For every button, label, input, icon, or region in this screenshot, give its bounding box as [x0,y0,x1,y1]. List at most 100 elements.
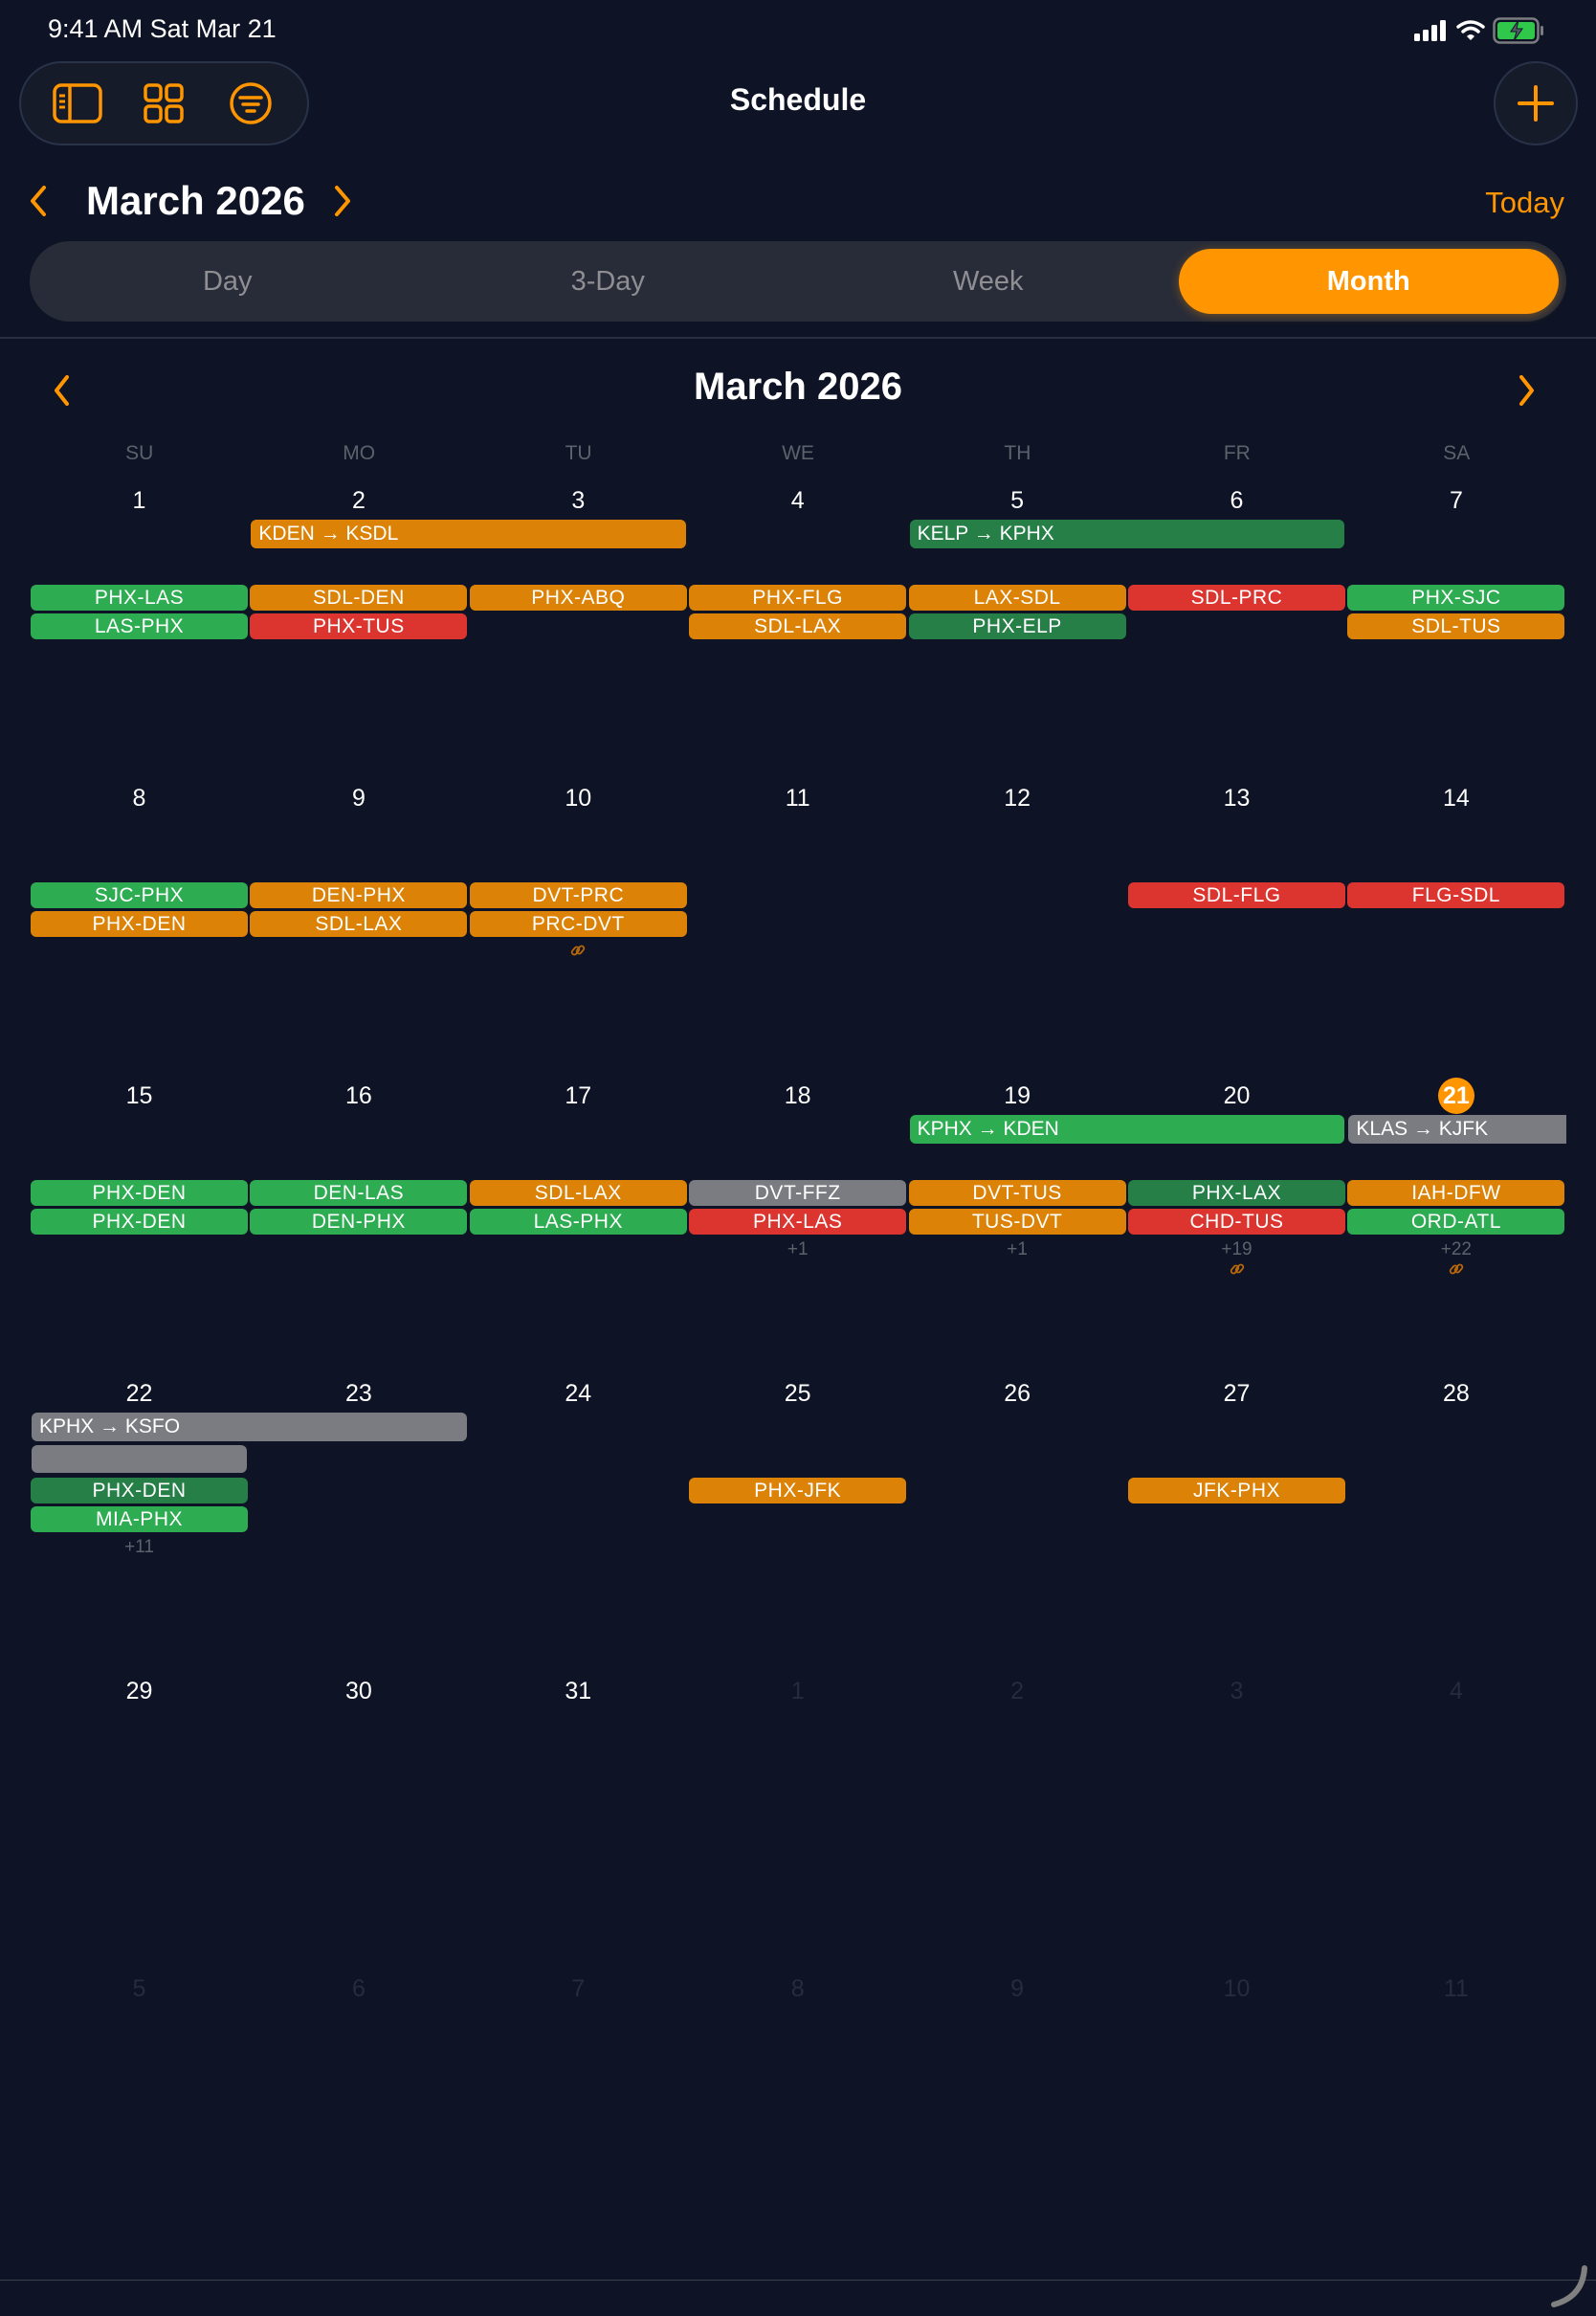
multi-day-flight-bar[interactable]: KDEN → KSDL [251,520,687,548]
today-button[interactable]: Today [1485,186,1564,219]
flight-chip[interactable]: JFK-PHX [1128,1478,1345,1503]
previous-month-button[interactable] [27,184,50,223]
flight-chip[interactable]: PHX-DEN [31,911,248,937]
flight-chip[interactable]: DEN-LAS [250,1180,468,1206]
filter-button[interactable] [220,73,281,134]
day-cell[interactable]: 30 [249,1678,468,1705]
flight-chip[interactable]: PHX-TUS [250,613,468,639]
day-cell[interactable]: 5 [908,487,1127,515]
flight-chip[interactable]: PHX-LAX [1128,1180,1345,1206]
flight-chip[interactable]: PHX-LAS [31,585,248,611]
flight-chip[interactable]: PHX-LAS [689,1209,907,1235]
day-cell[interactable]: 11 [688,785,907,813]
calendar-previous-button[interactable] [50,373,73,412]
flight-chip[interactable]: SDL-DEN [250,585,468,611]
day-cell[interactable]: 3 [1127,1678,1346,1705]
multi-day-flight-bar[interactable]: KELP → KPHX [909,520,1345,548]
day-cell[interactable]: 20 [1127,1082,1346,1110]
day-cell[interactable]: 8 [30,785,249,813]
day-cell[interactable]: 3 [469,487,688,515]
resize-handle[interactable] [1542,2262,1590,2315]
tab-week[interactable]: Week [952,265,1024,297]
flight-chip[interactable]: DVT-PRC [469,882,687,908]
day-cell[interactable]: 4 [1346,1678,1565,1705]
day-cell[interactable]: 9 [249,785,468,813]
flight-chip[interactable]: ORD-ATL [1347,1209,1565,1235]
day-cell-today[interactable]: 21 [1346,1078,1565,1114]
flight-chip[interactable]: LAS-PHX [469,1209,687,1235]
day-cell[interactable]: 9 [908,1975,1127,2003]
next-month-button[interactable] [331,184,354,223]
flight-chip[interactable]: TUS-DVT [908,1209,1126,1235]
flight-chip[interactable]: SDL-TUS [1347,613,1565,639]
more-events-count[interactable]: +1 [1007,1239,1028,1259]
day-cell[interactable]: 7 [469,1975,688,2003]
day-cell[interactable]: 5 [30,1975,249,2003]
flight-chip[interactable]: PHX-DEN [31,1478,248,1503]
tab-3-day[interactable]: 3-Day [570,265,645,297]
flight-chip[interactable]: DEN-PHX [250,1209,468,1235]
flight-chip[interactable]: LAS-PHX [31,613,248,639]
day-cell[interactable]: 12 [908,785,1127,813]
day-cell[interactable]: 19 [908,1082,1127,1110]
flight-chip[interactable]: MIA-PHX [31,1506,248,1532]
flight-chip[interactable]: DEN-PHX [250,882,468,908]
day-cell[interactable]: 22 [30,1380,249,1408]
calendar-next-button[interactable] [1516,373,1539,412]
flight-chip[interactable]: PHX-JFK [689,1478,907,1503]
day-cell[interactable]: 14 [1346,785,1565,813]
day-cell[interactable]: 28 [1346,1380,1565,1408]
day-cell[interactable]: 29 [30,1678,249,1705]
multi-day-flight-bar[interactable]: KLAS → KJFK [1348,1115,1566,1144]
day-cell[interactable]: 10 [1127,1975,1346,2003]
flight-chip[interactable]: PHX-FLG [689,585,907,611]
day-cell[interactable]: 17 [469,1082,688,1110]
flight-chip[interactable]: PHX-ELP [908,613,1126,639]
flight-chip[interactable]: SDL-PRC [1128,585,1345,611]
day-cell[interactable]: 6 [249,1975,468,2003]
more-events-count[interactable]: +11 [124,1537,154,1557]
day-cell[interactable]: 2 [249,487,468,515]
day-cell[interactable]: 26 [908,1380,1127,1408]
day-cell[interactable]: 27 [1127,1380,1346,1408]
flight-chip[interactable]: PHX-SJC [1347,585,1565,611]
day-cell[interactable]: 10 [469,785,688,813]
flight-chip[interactable]: SDL-LAX [689,613,907,639]
tab-day[interactable]: Day [202,265,253,297]
flight-chip[interactable]: PHX-ABQ [469,585,687,611]
more-events-count[interactable]: +19 [1221,1239,1252,1259]
day-cell[interactable]: 7 [1346,487,1565,515]
grid-view-button[interactable] [133,73,194,134]
day-cell[interactable]: 31 [469,1678,688,1705]
flight-chip[interactable]: DVT-TUS [908,1180,1126,1206]
sidebar-toggle-button[interactable] [47,73,108,134]
multi-day-flight-bar[interactable] [32,1445,248,1473]
flight-chip[interactable]: SJC-PHX [31,882,248,908]
day-cell[interactable]: 25 [688,1380,907,1408]
flight-chip[interactable]: SDL-LAX [250,911,468,937]
more-events-count[interactable]: +22 [1440,1239,1472,1259]
day-cell[interactable]: 4 [688,487,907,515]
flight-chip[interactable]: CHD-TUS [1128,1209,1345,1235]
flight-chip[interactable]: SDL-FLG [1128,882,1345,908]
flight-chip[interactable]: LAX-SDL [908,585,1126,611]
day-cell[interactable]: 23 [249,1380,468,1408]
flight-chip[interactable]: PHX-DEN [31,1209,248,1235]
day-cell[interactable]: 16 [249,1082,468,1110]
day-cell[interactable]: 8 [688,1975,907,2003]
flight-chip[interactable]: IAH-DFW [1347,1180,1565,1206]
add-button[interactable] [1494,61,1578,145]
day-cell[interactable]: 11 [1346,1975,1565,2003]
more-events-count[interactable]: +1 [787,1239,809,1259]
flight-chip[interactable]: FLG-SDL [1347,882,1565,908]
day-cell[interactable]: 13 [1127,785,1346,813]
day-cell[interactable]: 2 [908,1678,1127,1705]
day-cell[interactable]: 24 [469,1380,688,1408]
flight-chip[interactable]: SDL-LAX [469,1180,687,1206]
multi-day-flight-bar[interactable]: KPHX → KSFO [32,1413,467,1441]
day-cell[interactable]: 15 [30,1082,249,1110]
multi-day-flight-bar[interactable]: KPHX → KDEN [909,1115,1345,1144]
tab-month[interactable]: Month [1178,249,1559,314]
day-cell[interactable]: 1 [30,487,249,515]
day-cell[interactable]: 1 [688,1678,907,1705]
